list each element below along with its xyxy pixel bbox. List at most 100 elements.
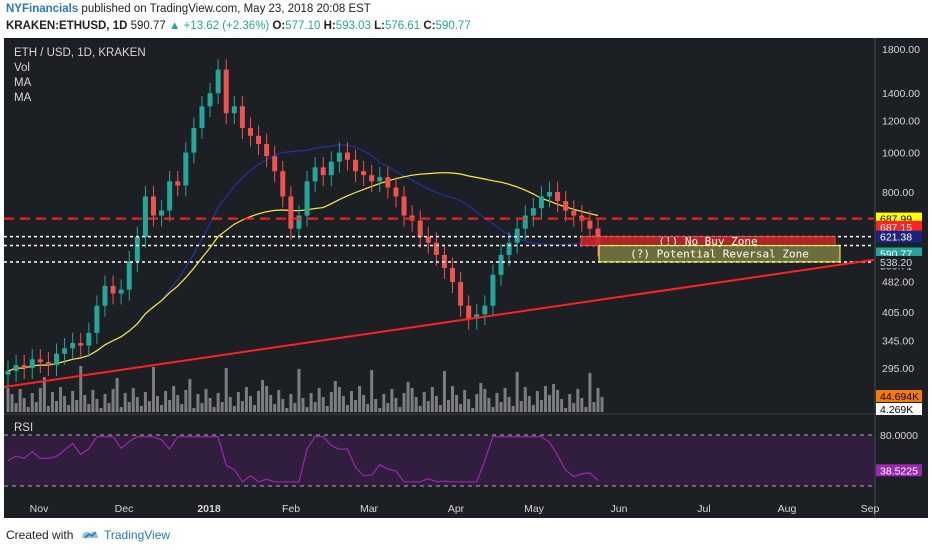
volume-bar: [216, 393, 220, 412]
candle-body: [53, 353, 59, 366]
volume-bar: [568, 394, 572, 412]
rsi-legend[interactable]: RSI: [14, 422, 34, 434]
rsi-level-label: 80.0000: [880, 430, 918, 442]
volume-bar: [483, 389, 487, 412]
legend-ma-1[interactable]: MA: [14, 77, 32, 89]
rsi-value-badge: [876, 464, 922, 477]
chart-header: NYFinancials published on TradingView.co…: [0, 0, 932, 36]
candle-body: [555, 191, 561, 202]
candle-body: [587, 220, 593, 229]
volume-bar: [54, 401, 58, 412]
time-tick-label: Sep: [861, 503, 880, 515]
volume-bar: [576, 389, 580, 412]
badge-bg: [876, 403, 922, 415]
price-change: ▲ +13.62 (+2.36%): [169, 20, 270, 32]
volume-bar: [325, 406, 329, 412]
volume-bar: [329, 392, 333, 412]
volume-bar: [442, 371, 446, 412]
volume-bar: [236, 392, 240, 412]
volume-bar: [71, 391, 75, 412]
volume-bar: [244, 387, 248, 412]
volume-bar: [374, 399, 378, 412]
time-tick-label: Jun: [611, 503, 628, 515]
candle-body: [458, 282, 464, 306]
price-tick-label: 295.00: [882, 363, 914, 375]
volume-bar: [382, 394, 386, 412]
candle-body: [183, 152, 189, 186]
volume-bar: [269, 395, 273, 412]
candle-body: [490, 274, 496, 306]
volume-bar: [560, 399, 564, 412]
volume-bar: [75, 400, 79, 412]
volume-bar: [220, 402, 224, 412]
volume-bar: [18, 389, 22, 412]
volume-bar: [156, 396, 160, 412]
zones: (!) No Buy Zone(?) Potential Reversal Zo…: [580, 235, 841, 263]
time-tick-label: Nov: [30, 503, 49, 515]
volume-bar: [475, 394, 479, 412]
volume-bar: [446, 400, 450, 412]
volume-bar: [180, 404, 184, 412]
chart-area[interactable]: (!) No Buy Zone (?) Potential Reversal Zo…: [4, 38, 928, 518]
candle-body: [385, 177, 391, 188]
volume-bar: [42, 377, 46, 412]
price-tick-label: 1400.00: [882, 88, 920, 100]
volume-bar: [103, 394, 107, 412]
volume-bar: [390, 389, 394, 412]
close-label: C:: [423, 20, 436, 32]
tradingview-logo-icon[interactable]: [80, 526, 100, 542]
volume-bar: [14, 403, 18, 412]
volume-bar: [151, 367, 155, 412]
legend-ma-2[interactable]: MA: [14, 92, 32, 104]
publish-line: NYFinancials published on TradingView.co…: [6, 3, 371, 15]
volume-bar: [228, 397, 232, 412]
time-tick-label: Dec: [115, 503, 134, 515]
volume-bar: [495, 393, 499, 412]
volume-bar: [596, 388, 600, 412]
publisher-link[interactable]: NYFinancials: [6, 3, 79, 15]
volume-bar: [265, 386, 269, 412]
candle-body: [126, 261, 132, 290]
volume-bar: [289, 394, 293, 412]
candle-body: [13, 365, 19, 372]
price-tick-label: 1000.00: [882, 148, 920, 160]
volume-bar: [172, 386, 176, 412]
volume-bar: [511, 406, 515, 412]
price-tick-label: 1800.00: [882, 44, 920, 56]
price-chart-canvas[interactable]: (!) No Buy Zone(?) Potential Reversal Zo…: [4, 38, 928, 518]
volume-bar: [139, 406, 143, 412]
trendline: [4, 258, 875, 388]
volume-bar: [535, 391, 539, 412]
volume-bar: [572, 403, 576, 412]
volume-bar: [87, 404, 91, 412]
volume-bar: [164, 391, 168, 412]
candle-body: [344, 152, 350, 160]
candle-body: [239, 106, 245, 128]
volume-bar: [333, 381, 337, 412]
candle-body: [110, 285, 116, 294]
price-badge: 44.694K: [876, 390, 922, 403]
legend-volume[interactable]: Vol: [14, 62, 30, 74]
volume-bar: [451, 386, 455, 412]
volume-bar: [46, 406, 50, 412]
candle-body: [231, 106, 237, 114]
volume-bar: [188, 379, 192, 412]
volume-bar: [402, 393, 406, 412]
volume-bar: [257, 391, 261, 412]
candle-body: [288, 196, 294, 229]
candle-body: [175, 181, 181, 186]
candle-body: [466, 305, 472, 319]
volume-bar: [499, 402, 503, 412]
volume-bar: [160, 405, 164, 412]
volume-bar: [564, 408, 568, 412]
volume-bar: [83, 395, 87, 412]
volume-bar: [426, 401, 430, 412]
tradingview-link[interactable]: TradingView: [104, 528, 171, 542]
volume-bar: [59, 387, 63, 412]
candle-body: [264, 143, 270, 157]
chart-legend: ETH / USD, 1D, KRAKEN Vol MA MA: [14, 46, 146, 106]
volume-bar: [394, 398, 398, 412]
volume-bar: [422, 392, 426, 412]
volume-bar: [588, 373, 592, 412]
candle-body: [142, 196, 148, 237]
